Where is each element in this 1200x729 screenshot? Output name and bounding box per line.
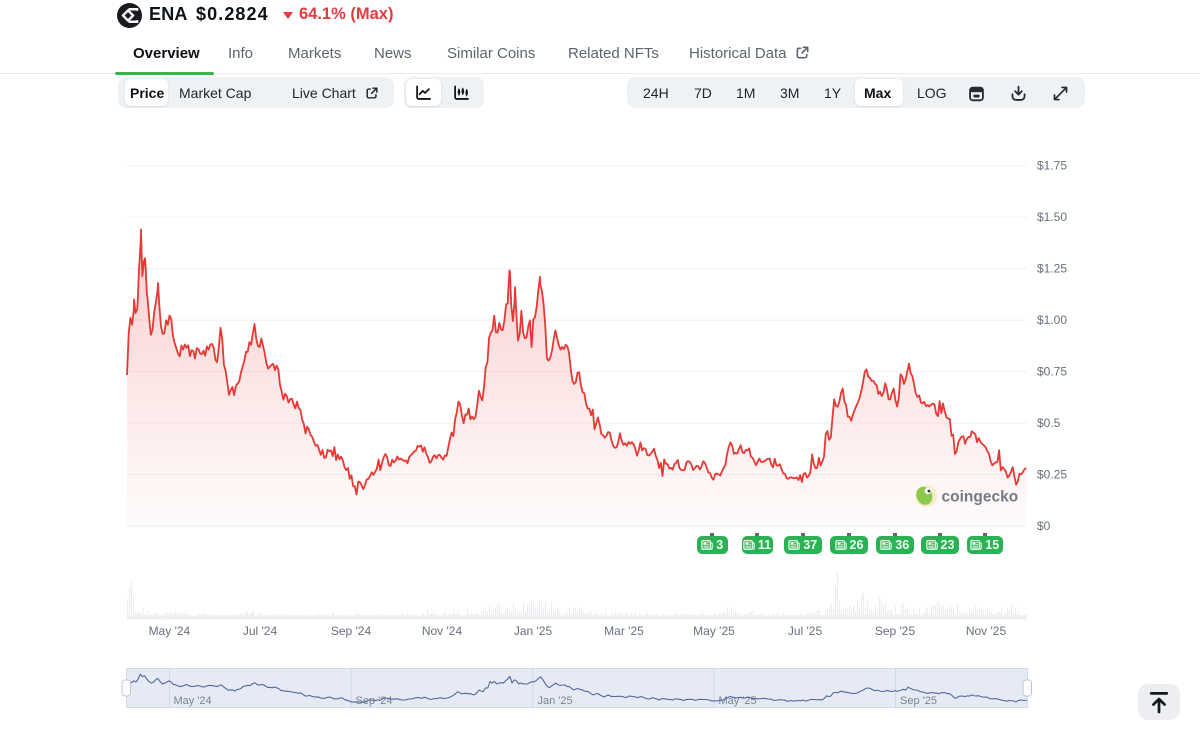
svg-text:Jan '25: Jan '25 (514, 624, 553, 638)
svg-text:$0: $0 (1037, 519, 1051, 533)
svg-text:Sep '24: Sep '24 (331, 624, 372, 638)
svg-text:Mar '25: Mar '25 (604, 624, 644, 638)
svg-text:Jul '24: Jul '24 (243, 624, 278, 638)
svg-text:Jul '25: Jul '25 (788, 624, 823, 638)
svg-text:$1.25: $1.25 (1037, 262, 1067, 276)
svg-text:Nov '25: Nov '25 (966, 624, 1007, 638)
svg-text:$1.75: $1.75 (1037, 159, 1067, 173)
svg-text:May '25: May '25 (719, 695, 757, 707)
svg-text:May '24: May '24 (149, 624, 191, 638)
svg-text:Jan '25: Jan '25 (538, 695, 573, 707)
svg-text:$0.25: $0.25 (1037, 468, 1067, 482)
svg-text:$0.75: $0.75 (1037, 365, 1067, 379)
svg-text:May '25: May '25 (693, 624, 735, 638)
svg-text:Sep '25: Sep '25 (875, 624, 916, 638)
svg-text:$0.5: $0.5 (1037, 416, 1061, 430)
svg-text:$1.50: $1.50 (1037, 210, 1067, 224)
svg-text:Nov '24: Nov '24 (422, 624, 463, 638)
svg-text:Sep '25: Sep '25 (900, 695, 937, 707)
svg-text:$1.00: $1.00 (1037, 313, 1067, 327)
svg-text:coingecko: coingecko (942, 489, 1019, 506)
svg-text:May '24: May '24 (174, 695, 212, 707)
